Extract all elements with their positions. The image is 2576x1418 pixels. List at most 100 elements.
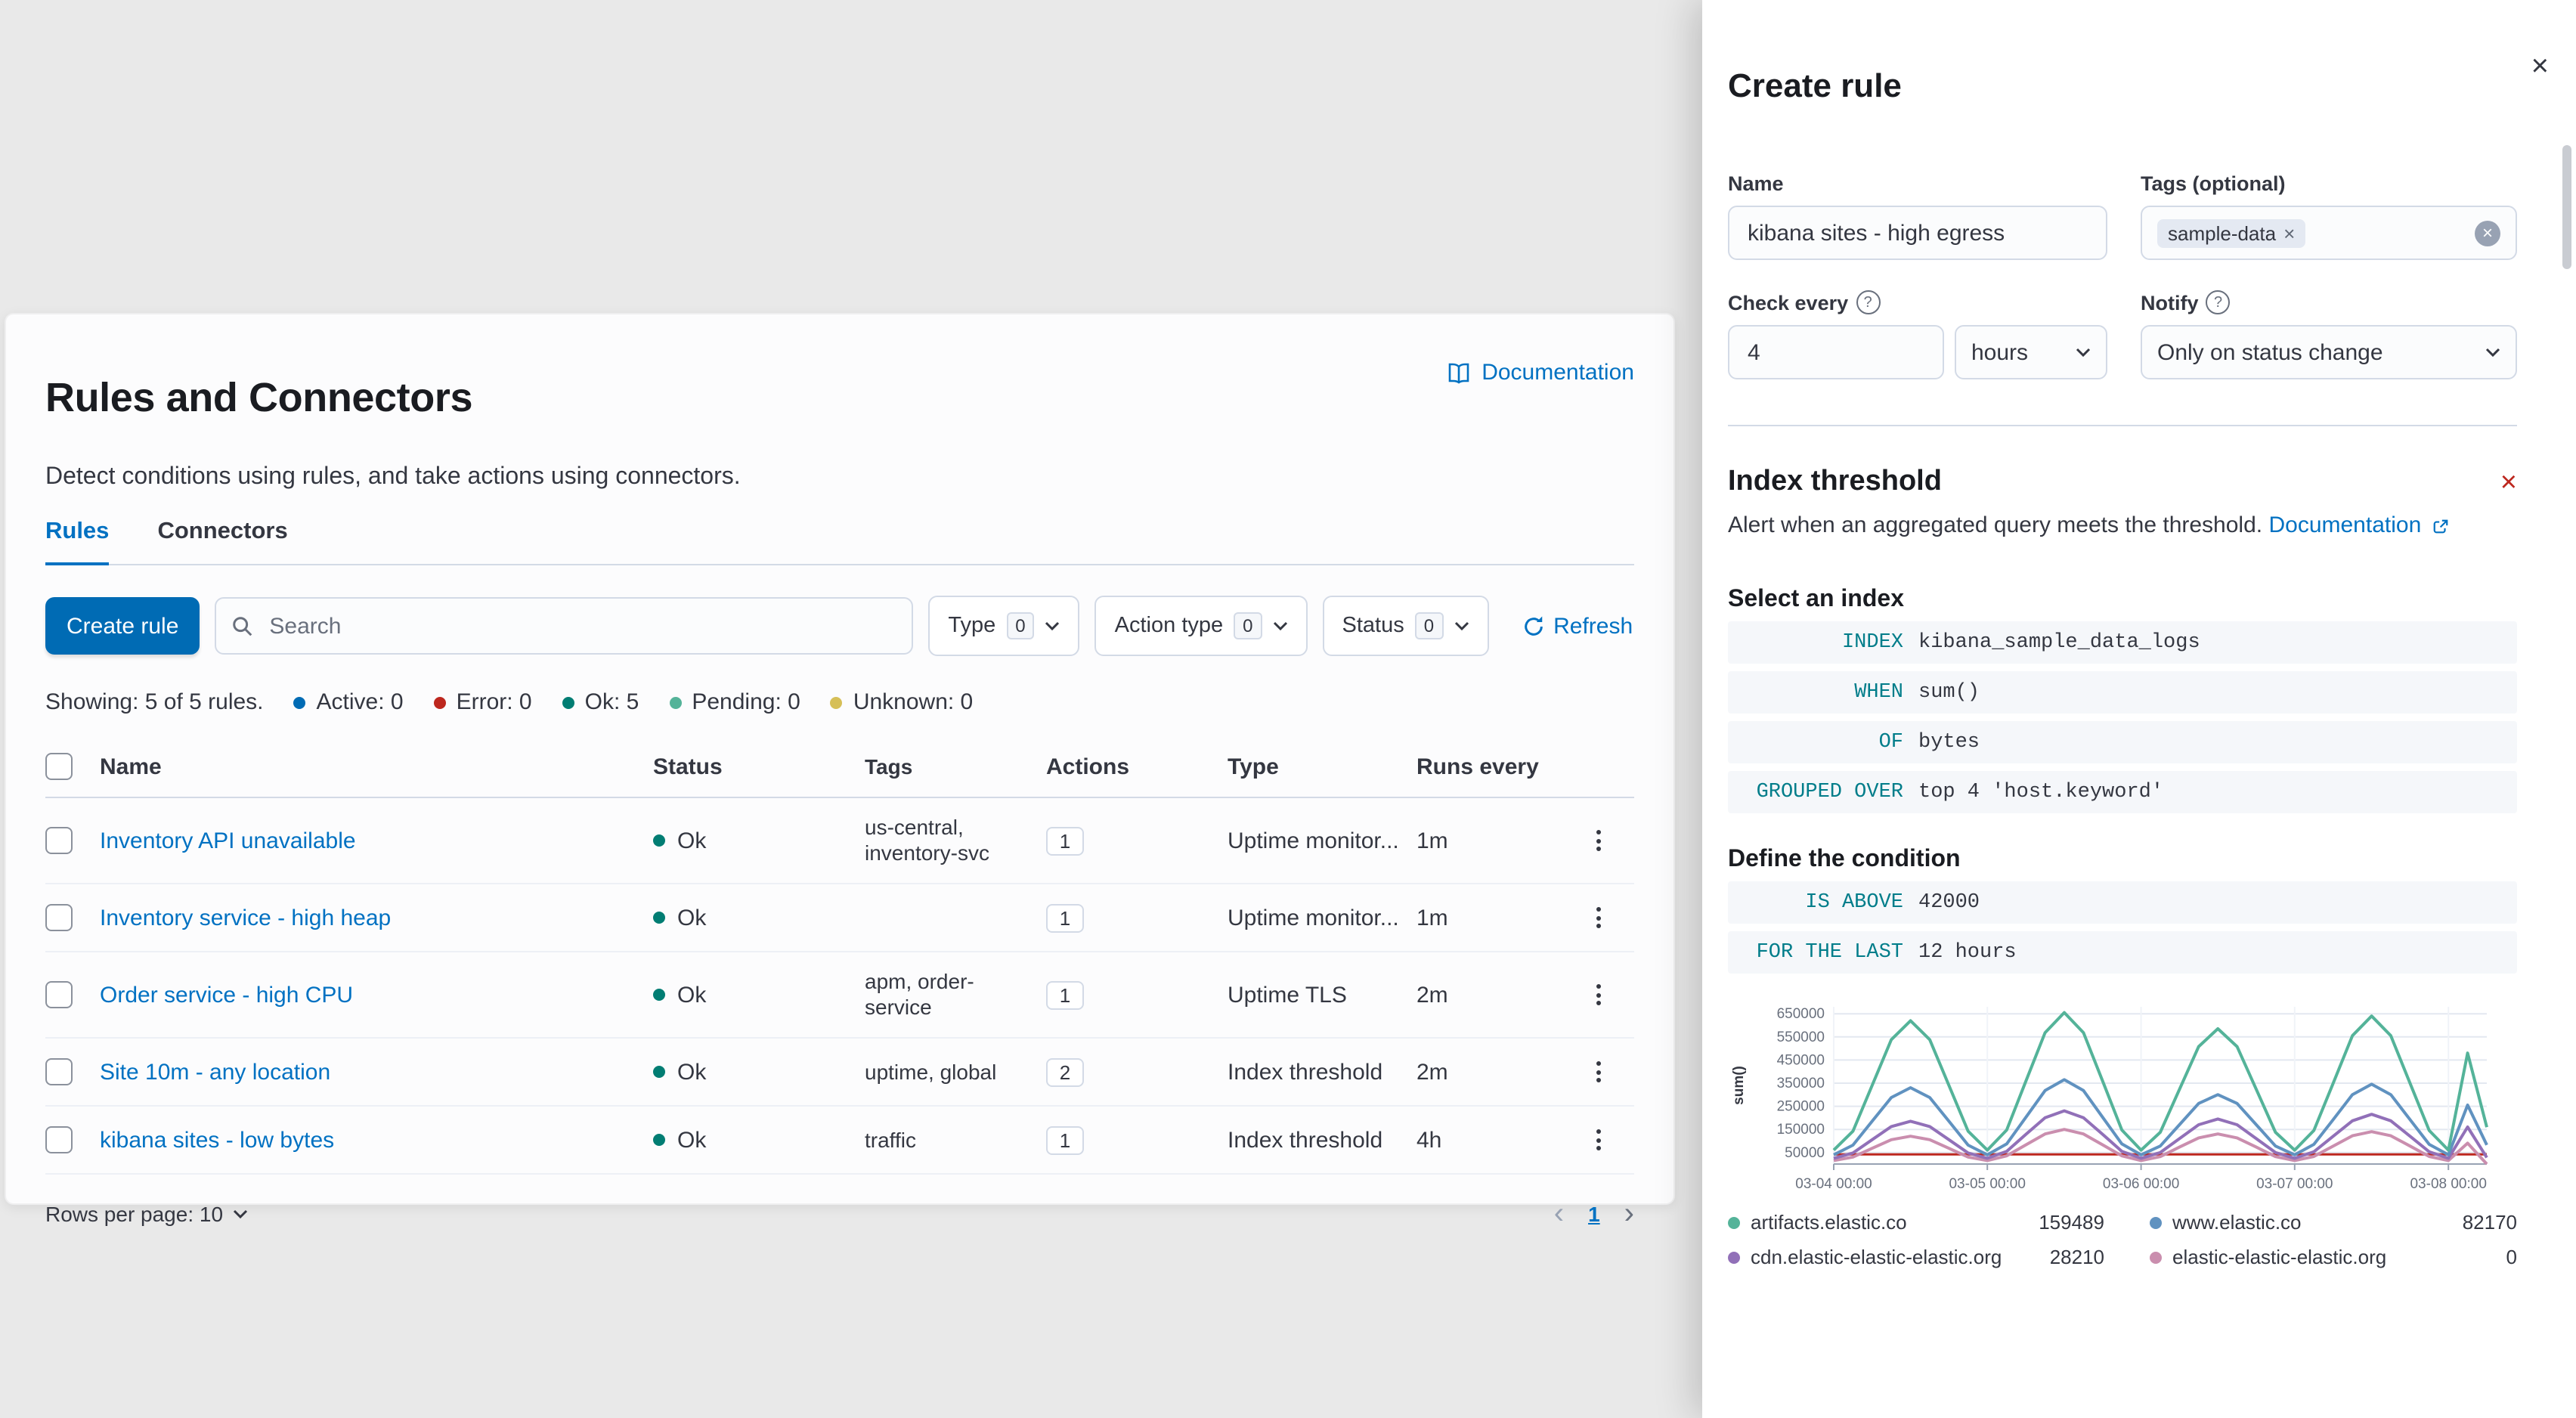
rule-runs-every: 2m xyxy=(1416,1059,1448,1085)
remove-rule-type-icon[interactable]: × xyxy=(2500,466,2517,498)
col-tags: Tags xyxy=(865,754,913,779)
tags-combobox[interactable]: sample-data × × xyxy=(2141,206,2517,260)
svg-text:sum(): sum() xyxy=(1731,1066,1747,1105)
chevron-down-icon xyxy=(2076,348,2091,357)
legend-item[interactable]: elastic-elastic-elastic.org 0 xyxy=(2150,1246,2517,1268)
row-checkbox[interactable] xyxy=(45,1058,73,1086)
rule-tags: us-central, inventory-svc xyxy=(865,815,989,865)
rule-status-text: Ok xyxy=(677,828,707,854)
create-rule-button[interactable]: Create rule xyxy=(45,597,200,655)
rule-name-input[interactable] xyxy=(1745,218,2091,247)
clear-tags-icon[interactable]: × xyxy=(2475,220,2500,246)
expression-is-above[interactable]: IS ABOVE 42000 xyxy=(1728,881,2517,924)
expression-index[interactable]: INDEX kibana_sample_data_logs xyxy=(1728,621,2517,664)
rule-name-link[interactable]: Inventory API unavailable xyxy=(100,828,356,854)
close-icon[interactable]: × xyxy=(2531,50,2549,83)
rule-name-link[interactable]: Site 10m - any location xyxy=(100,1059,331,1085)
rule-type-doc-link[interactable]: Documentation xyxy=(2268,512,2448,538)
legend-item[interactable]: artifacts.elastic.co 159489 xyxy=(1728,1211,2104,1234)
rule-runs-every: 1m xyxy=(1416,905,1448,931)
prev-page-button[interactable]: ‹ xyxy=(1553,1197,1565,1231)
actions-count-badge: 2 xyxy=(1046,1057,1084,1087)
legend-item[interactable]: www.elastic.co 82170 xyxy=(2150,1211,2517,1234)
expression-grouped-over[interactable]: GROUPED OVER top 4 'host.keyword' xyxy=(1728,771,2517,813)
documentation-label: Documentation xyxy=(1482,360,1634,385)
expression-when[interactable]: WHEN sum() xyxy=(1728,671,2517,714)
rule-name-link[interactable]: Order service - high CPU xyxy=(100,982,354,1008)
chevron-down-icon xyxy=(1454,621,1469,631)
rule-status-dot xyxy=(653,912,665,924)
check-every-unit-value: hours xyxy=(1971,339,2029,365)
documentation-icon xyxy=(1447,361,1471,385)
expression-for-the-last[interactable]: FOR THE LAST 12 hours xyxy=(1728,931,2517,974)
help-icon[interactable]: ? xyxy=(1856,290,1881,314)
refresh-button[interactable]: Refresh xyxy=(1522,613,1633,639)
actions-count-badge: 1 xyxy=(1046,1125,1084,1155)
legend-item[interactable]: cdn.elastic-elastic-elastic.org 28210 xyxy=(1728,1246,2104,1268)
legend-dot xyxy=(2150,1216,2162,1228)
select-all-checkbox[interactable] xyxy=(45,753,73,781)
next-page-button[interactable]: › xyxy=(1624,1197,1634,1231)
table-row: kibana sites - low bytes Ok traffic 1 In… xyxy=(45,1107,1634,1175)
series-line xyxy=(1833,1109,2488,1160)
row-menu-icon[interactable] xyxy=(1590,978,1606,1011)
help-icon[interactable]: ? xyxy=(2206,290,2231,314)
legend-dot xyxy=(1728,1216,1740,1228)
rule-type: Index threshold xyxy=(1228,1059,1383,1085)
row-checkbox[interactable] xyxy=(45,1126,73,1154)
chart-legend: artifacts.elastic.co 159489 www.elastic.… xyxy=(1728,1211,2517,1268)
page-number-1[interactable]: 1 xyxy=(1588,1202,1600,1227)
select-index-heading: Select an index xyxy=(1728,587,1904,612)
rule-name-link[interactable]: kibana sites - low bytes xyxy=(100,1127,335,1153)
table-row: Order service - high CPU Ok apm, order-s… xyxy=(45,952,1634,1039)
row-checkbox[interactable] xyxy=(45,981,73,1009)
tag-remove-icon[interactable]: × xyxy=(2283,221,2296,244)
rule-tags: apm, order-service xyxy=(865,969,974,1020)
col-type: Type xyxy=(1228,754,1279,780)
refresh-label: Refresh xyxy=(1553,613,1633,639)
rule-status-dot xyxy=(653,834,665,847)
check-every-input[interactable] xyxy=(1745,338,1927,367)
row-checkbox[interactable] xyxy=(45,827,73,855)
name-label: Name xyxy=(1728,172,1784,195)
check-every-unit-select[interactable]: hours xyxy=(1955,325,2107,379)
expression-of[interactable]: OF bytes xyxy=(1728,721,2517,763)
row-menu-icon[interactable] xyxy=(1590,1055,1606,1088)
search-input[interactable] xyxy=(266,611,897,641)
documentation-link[interactable]: Documentation xyxy=(1447,360,1634,385)
page-subtitle: Detect conditions using rules, and take … xyxy=(45,464,741,491)
row-menu-icon[interactable] xyxy=(1590,901,1606,934)
row-menu-icon[interactable] xyxy=(1590,1123,1606,1156)
filter-status-count: 0 xyxy=(1414,612,1444,640)
rules-and-connectors-card: Rules and Connectors Documentation Detec… xyxy=(5,313,1675,1229)
rows-per-page[interactable]: Rows per page: 10 xyxy=(45,1202,247,1226)
rule-name-link[interactable]: Inventory service - high heap xyxy=(100,905,392,931)
tag-chip-label: sample-data xyxy=(2168,221,2277,244)
threshold-preview-chart: 650000 550000 450000 350000 250000 150000 5000… xyxy=(1731,1006,2488,1192)
external-link-icon xyxy=(2432,518,2449,534)
svg-text:350000: 350000 xyxy=(1777,1076,1825,1091)
row-menu-icon[interactable] xyxy=(1590,824,1606,857)
col-name: Name xyxy=(100,754,162,780)
rules-table: Name Status Tags Actions Type Runs every… xyxy=(45,736,1634,1229)
rule-runs-every: 4h xyxy=(1416,1127,1442,1153)
filter-type[interactable]: Type 0 xyxy=(928,596,1080,657)
col-runs-every: Runs every xyxy=(1416,754,1539,780)
chevron-down-icon xyxy=(1273,621,1288,631)
rule-status-dot xyxy=(653,989,665,1002)
flyout-scrollbar[interactable] xyxy=(2562,145,2571,269)
actions-count-badge: 1 xyxy=(1046,826,1084,856)
filter-action-type[interactable]: Action type 0 xyxy=(1094,596,1308,657)
row-checkbox[interactable] xyxy=(45,904,73,932)
chevron-down-icon xyxy=(2485,348,2500,357)
tab-rules[interactable]: Rules xyxy=(45,519,110,566)
tab-connectors[interactable]: Connectors xyxy=(157,519,288,545)
rule-type: Uptime monitor... xyxy=(1228,828,1399,854)
notify-select[interactable]: Only on status change xyxy=(2141,325,2517,379)
rule-status-text: Ok xyxy=(677,1127,707,1153)
ok-dot xyxy=(562,696,574,709)
rule-type: Index threshold xyxy=(1228,1127,1383,1153)
filter-status[interactable]: Status 0 xyxy=(1322,596,1489,657)
table-row: Inventory service - high heap Ok 1 Uptim… xyxy=(45,884,1634,953)
table-header: Name Status Tags Actions Type Runs every xyxy=(45,736,1634,799)
